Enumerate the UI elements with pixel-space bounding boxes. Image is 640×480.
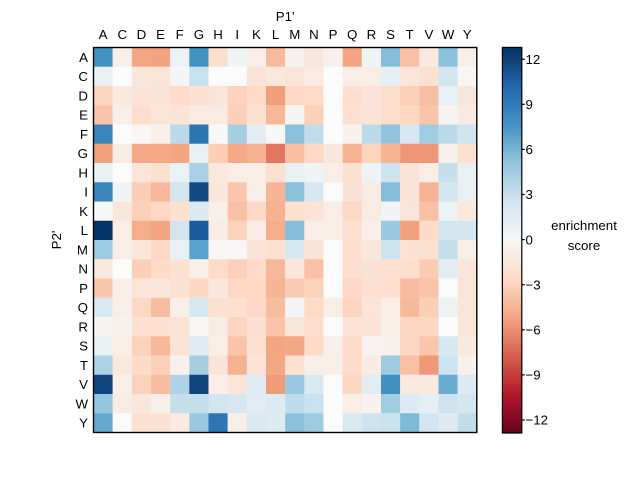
svg-text:score: score	[568, 238, 601, 253]
svg-text:Q: Q	[347, 27, 357, 42]
svg-text:−3: −3	[526, 277, 541, 292]
svg-text:−9: −9	[526, 368, 541, 383]
svg-text:enrichment: enrichment	[551, 218, 617, 233]
svg-text:Y: Y	[463, 27, 472, 42]
svg-text:W: W	[75, 396, 88, 411]
svg-text:P2': P2'	[49, 231, 64, 250]
svg-text:E: E	[156, 27, 165, 42]
svg-text:N: N	[309, 27, 319, 42]
svg-text:R: R	[367, 27, 377, 42]
svg-text:−6: −6	[526, 323, 541, 338]
svg-text:A: A	[79, 50, 88, 65]
svg-text:E: E	[79, 108, 88, 123]
svg-text:L: L	[81, 223, 88, 238]
svg-text:Y: Y	[79, 416, 88, 431]
svg-text:Q: Q	[78, 300, 88, 315]
svg-text:L: L	[272, 27, 279, 42]
svg-text:W: W	[442, 27, 455, 42]
svg-text:V: V	[424, 27, 433, 42]
svg-text:12: 12	[526, 52, 541, 67]
svg-text:C: C	[78, 69, 88, 84]
svg-text:S: S	[386, 27, 395, 42]
svg-text:T: T	[80, 358, 88, 373]
svg-text:G: G	[194, 27, 204, 42]
svg-text:3: 3	[526, 187, 533, 202]
svg-text:H: H	[213, 27, 223, 42]
svg-text:P1': P1'	[276, 9, 295, 24]
svg-text:−12: −12	[526, 413, 549, 428]
svg-text:9: 9	[526, 97, 533, 112]
svg-text:V: V	[79, 377, 88, 392]
svg-text:M: M	[289, 27, 300, 42]
svg-text:D: D	[137, 27, 147, 42]
svg-text:S: S	[79, 339, 88, 354]
svg-text:T: T	[406, 27, 414, 42]
svg-text:K: K	[79, 204, 88, 219]
svg-text:I: I	[235, 27, 239, 42]
svg-text:D: D	[78, 88, 88, 103]
svg-text:M: M	[77, 242, 88, 257]
svg-text:R: R	[78, 319, 88, 334]
svg-text:P: P	[79, 281, 88, 296]
svg-text:H: H	[78, 165, 88, 180]
svg-text:6: 6	[526, 142, 533, 157]
svg-text:N: N	[78, 262, 88, 277]
svg-text:G: G	[78, 146, 88, 161]
svg-text:P: P	[329, 27, 338, 42]
svg-text:K: K	[252, 27, 261, 42]
svg-text:F: F	[80, 127, 88, 142]
svg-text:0: 0	[526, 232, 533, 247]
svg-text:A: A	[99, 27, 108, 42]
svg-text:F: F	[176, 27, 184, 42]
svg-text:I: I	[84, 185, 88, 200]
svg-text:C: C	[117, 27, 127, 42]
